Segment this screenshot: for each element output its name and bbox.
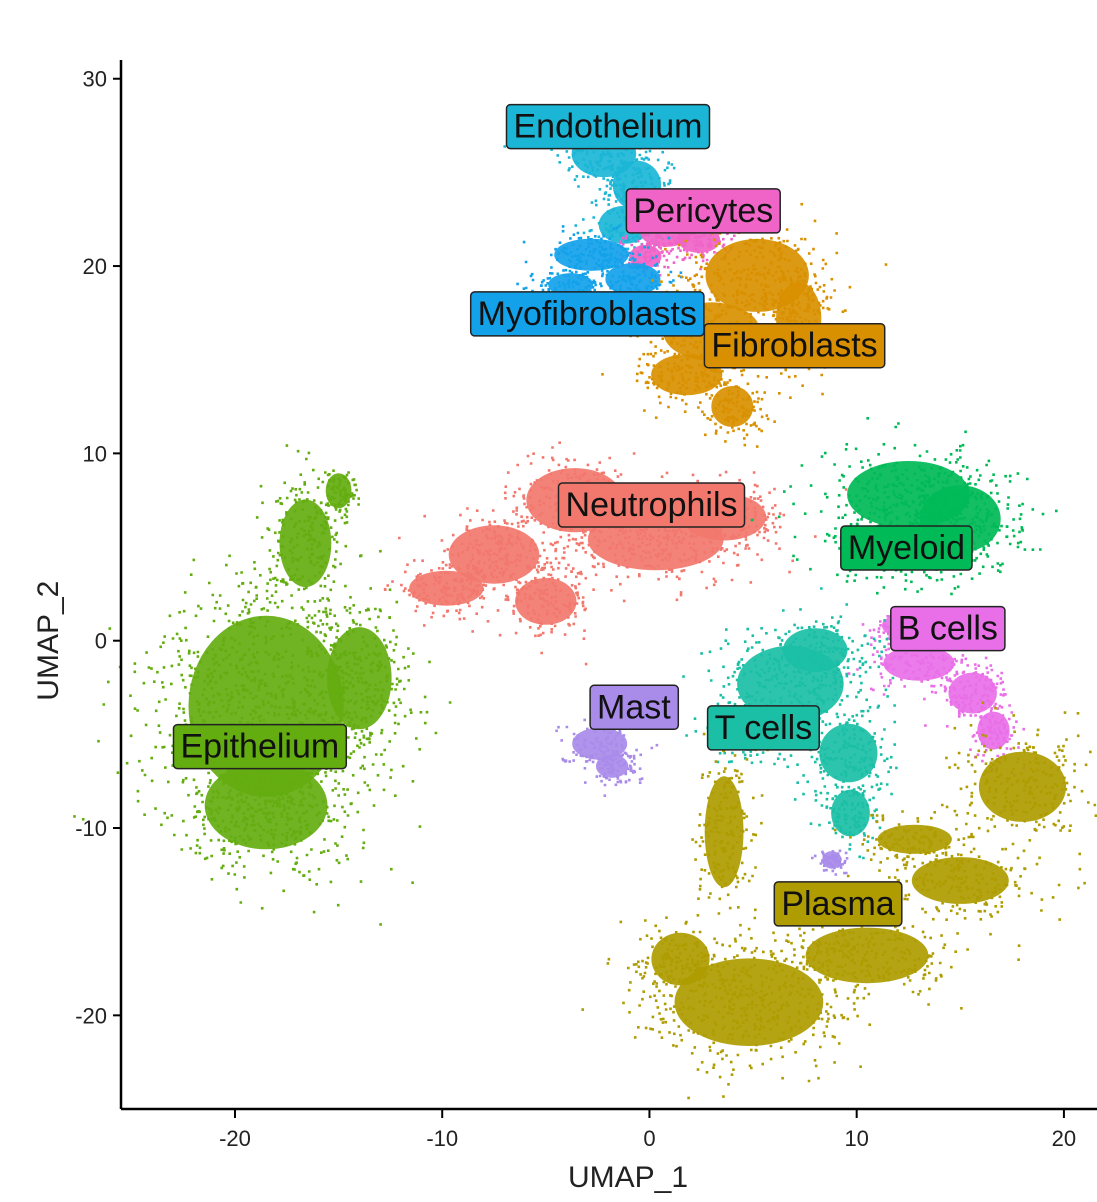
cluster-density-core <box>704 776 744 888</box>
cluster-label-text: Myeloid <box>848 529 965 567</box>
cluster-label-box <box>557 482 746 528</box>
cluster-label-box <box>505 103 711 150</box>
cluster-label-text: Myofibroblasts <box>478 295 697 333</box>
cluster-density-core <box>948 672 997 714</box>
cluster-labels: Endothelium Pericytes Myofibroblasts Fibrob… <box>172 103 1006 927</box>
cluster-label-b-cells: B cells <box>890 605 1006 652</box>
cluster-scatter-dots <box>583 746 644 797</box>
cluster-label-text: Plasma <box>781 885 894 923</box>
x-tick-label: -20 <box>219 1126 251 1151</box>
cluster-points-epithelium <box>73 444 452 926</box>
cluster-points-plasma <box>581 701 1097 1100</box>
cluster-density-core <box>819 723 878 783</box>
cluster-label-pericytes: Pericytes <box>625 188 781 234</box>
cluster-density-core <box>674 958 824 1046</box>
cluster-scatter-dots <box>522 224 659 295</box>
cluster-label-t-cells: T cells <box>706 705 820 751</box>
y-tick-label: -10 <box>75 816 107 841</box>
cluster-label-box <box>625 188 781 234</box>
cluster-points-myofibroblasts <box>516 224 683 315</box>
cluster-label-mast: Mast <box>589 684 680 731</box>
cluster-label-box <box>773 881 903 927</box>
cluster-label-plasma: Plasma <box>773 881 903 927</box>
cluster-label-box <box>840 525 973 571</box>
cluster-scatter-dots <box>516 266 614 305</box>
cluster-scatter-dots <box>923 664 1011 736</box>
x-axis-title: UMAP_1 <box>568 1161 688 1194</box>
cluster-label-box <box>469 291 705 337</box>
cluster-label-text: B cells <box>898 610 998 648</box>
cluster-density-core <box>831 789 870 837</box>
cluster-label-text: Fibroblasts <box>711 327 877 365</box>
y-tick-label: 30 <box>83 67 107 92</box>
cluster-label-neutrophils: Neutrophils <box>557 482 746 528</box>
cluster-label-fibroblasts: Fibroblasts <box>703 322 886 369</box>
x-tick-label: -10 <box>426 1126 458 1151</box>
x-axis-ticks: -20 -10 0 10 20 <box>219 1109 1076 1151</box>
y-axis-ticks: -20 -10 0 10 20 30 <box>75 67 121 1028</box>
cluster-scatter-dots <box>488 470 848 603</box>
axes: -20 -10 0 10 20 -20 -10 0 10 20 30 UMAP_1 UMAP_2 <box>32 60 1097 1194</box>
x-tick-label: 20 <box>1052 1126 1076 1151</box>
y-tick-label: 20 <box>83 254 107 279</box>
y-tick-label: -20 <box>75 1003 107 1028</box>
cluster-points-mast <box>555 707 849 886</box>
cluster-scatter-dots <box>665 218 751 271</box>
cluster-label-box <box>172 723 348 770</box>
cluster-scatter-dots <box>319 469 360 535</box>
cluster-label-box <box>890 605 1006 652</box>
cluster-scatter-dots <box>861 609 916 651</box>
cluster-label-text: Epithelium <box>180 728 339 766</box>
cluster-label-text: Neutrophils <box>566 486 738 524</box>
cluster-label-box <box>589 684 680 731</box>
cluster-label-myofibroblasts: Myofibroblasts <box>469 291 705 337</box>
cluster-scatter-dots <box>962 685 1026 777</box>
cluster-label-epithelium: Epithelium <box>172 723 348 770</box>
x-tick-label: 10 <box>844 1126 868 1151</box>
cluster-scatter-dots <box>746 609 892 713</box>
cluster-scatter-dots <box>802 774 882 860</box>
y-axis-title: UMAP_2 <box>32 581 65 701</box>
cluster-points-neutrophils <box>383 441 848 666</box>
cluster-scatter-dots <box>247 444 349 630</box>
cluster-label-text: T cells <box>715 709 813 747</box>
cluster-label-text: Mast <box>597 688 671 726</box>
cluster-scatter-dots <box>933 701 1097 860</box>
y-tick-label: 0 <box>95 629 107 654</box>
cluster-scatter-dots <box>607 914 756 1008</box>
cluster-label-box <box>703 322 886 369</box>
cluster-scatter-dots <box>811 849 849 886</box>
cluster-scatter-dots <box>691 732 769 967</box>
cluster-scatter-dots <box>383 550 517 633</box>
cluster-density-core <box>279 499 332 588</box>
cluster-label-text: Pericytes <box>633 192 773 230</box>
cluster-label-endothelium: Endothelium <box>505 103 711 150</box>
cluster-points-b-cells <box>834 609 1026 777</box>
cluster-scatter-dots <box>834 626 988 696</box>
x-tick-label: 0 <box>643 1126 655 1151</box>
cluster-label-myeloid: Myeloid <box>840 525 973 571</box>
cluster-scatter-dots <box>302 549 431 787</box>
cluster-label-text: Endothelium <box>513 108 702 146</box>
y-tick-label: 10 <box>83 441 107 466</box>
cluster-label-box <box>706 705 820 751</box>
